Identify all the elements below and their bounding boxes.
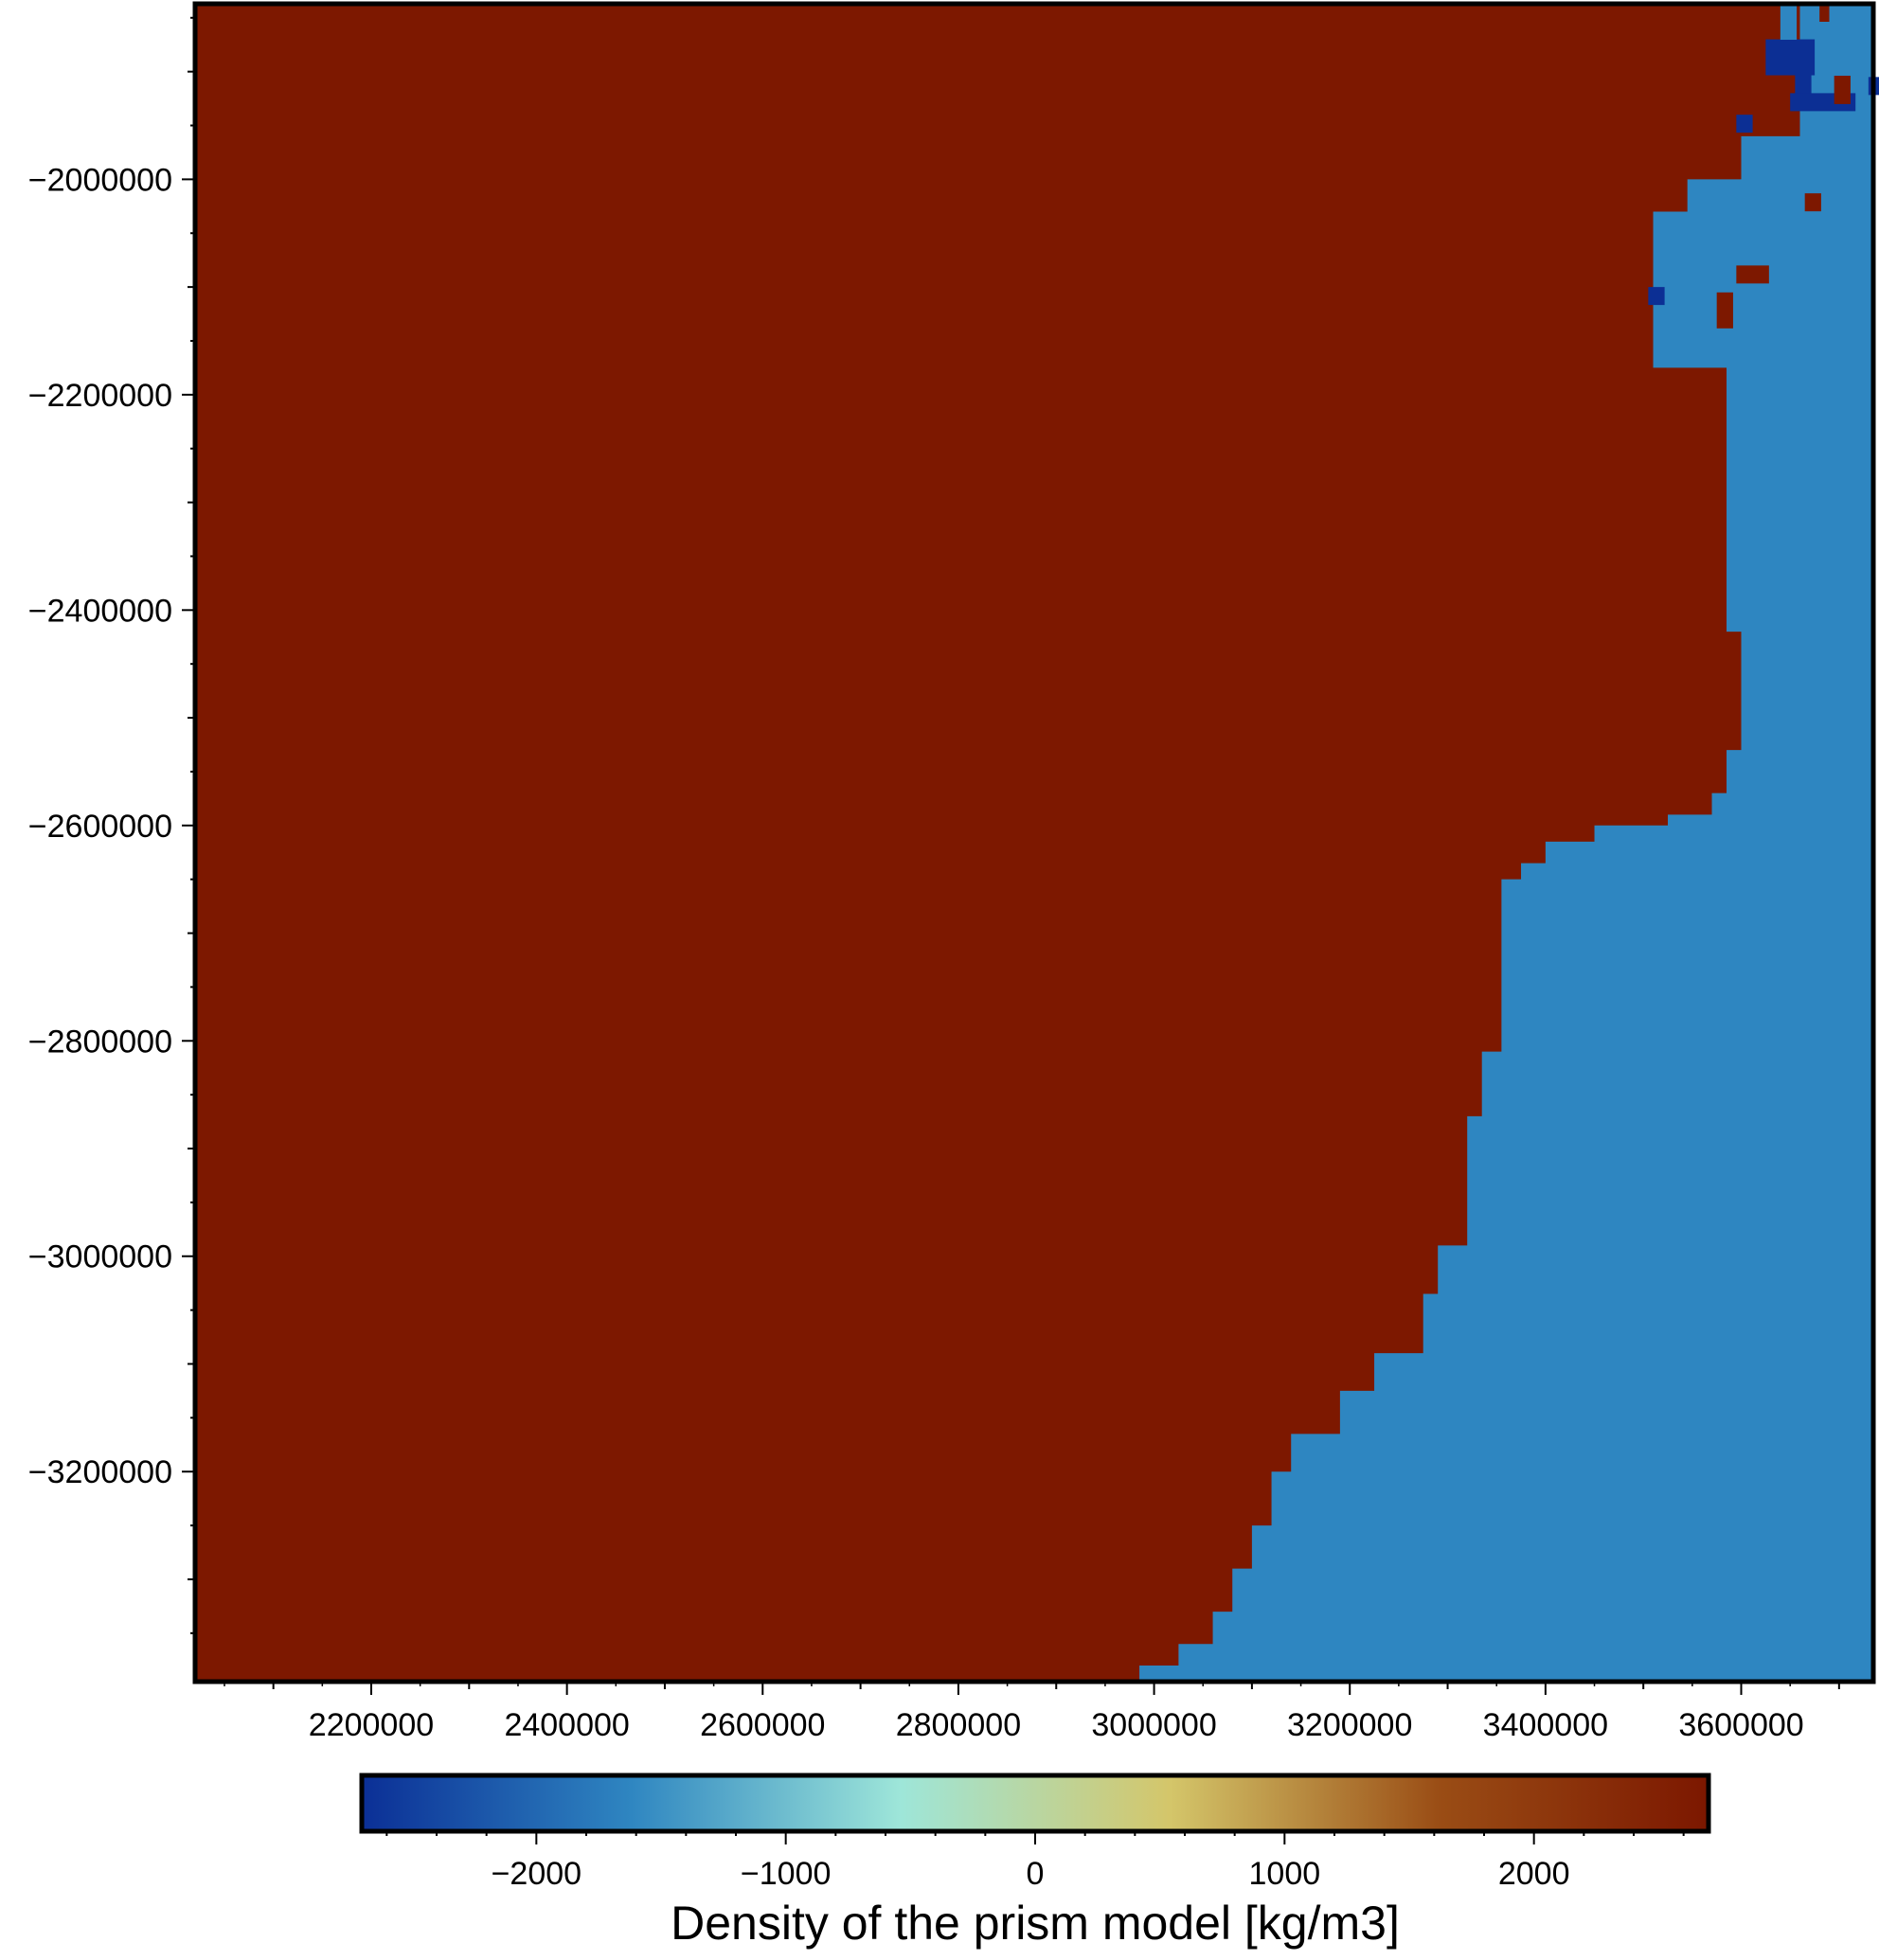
y-tick-label: −2600000 [28, 809, 172, 845]
colorbar-tick-label: 1000 [1249, 1856, 1321, 1892]
map-frame [192, 1, 1876, 1684]
colorbar-tick-label: 0 [1027, 1856, 1045, 1892]
x-tick-label: 3000000 [1091, 1707, 1216, 1743]
high-density-cell [1736, 265, 1769, 284]
y-tick-label: −2200000 [28, 378, 172, 414]
low-density-cell [1829, 4, 1863, 76]
colorbar-tick-label: −1000 [741, 1856, 832, 1892]
y-tick-label: −3000000 [28, 1239, 172, 1275]
x-tick-label: 3600000 [1678, 1707, 1803, 1743]
colorbar-title: Density of the prism model [kg/m3] [671, 1897, 1400, 1950]
x-tick-label: 2800000 [896, 1707, 1021, 1743]
y-tick-label: −2000000 [28, 162, 172, 198]
high-density-cell [1716, 292, 1733, 329]
y-tick-label: −3200000 [28, 1454, 172, 1490]
x-axis: 2200000 2400000 2600000 2800000 3000000 32000… [224, 1682, 1840, 1743]
colorbar: −2000 −1000 0 1000 2000 Density of the prism… [359, 1773, 1711, 1950]
very-low-density-cell [1795, 62, 1812, 99]
colorbar-ticks: −2000 −1000 0 1000 2000 [385, 1831, 1685, 1892]
x-tick-label: 2600000 [700, 1707, 825, 1743]
colorbar-gradient [359, 1773, 1711, 1834]
y-axis: −2000000 −2200000 −2400000 −2600000 −2800000… [28, 16, 195, 1634]
low-density-cell [1780, 4, 1798, 40]
x-tick-label: 3200000 [1287, 1707, 1412, 1743]
low-density-region [1110, 4, 1873, 1682]
colorbar-tick-label: −2000 [492, 1856, 582, 1892]
density-map [195, 4, 1879, 1682]
x-tick-label: 3400000 [1483, 1707, 1608, 1743]
x-tick-label: 2400000 [504, 1707, 629, 1743]
very-low-density-cell [1648, 287, 1665, 306]
high-density-cell [1804, 193, 1821, 212]
x-tick-label: 2200000 [309, 1707, 434, 1743]
very-low-density-cell [1736, 115, 1753, 134]
y-tick-label: −2800000 [28, 1024, 172, 1060]
colorbar-tick-label: 2000 [1498, 1856, 1570, 1892]
y-tick-label: −2400000 [28, 593, 172, 629]
